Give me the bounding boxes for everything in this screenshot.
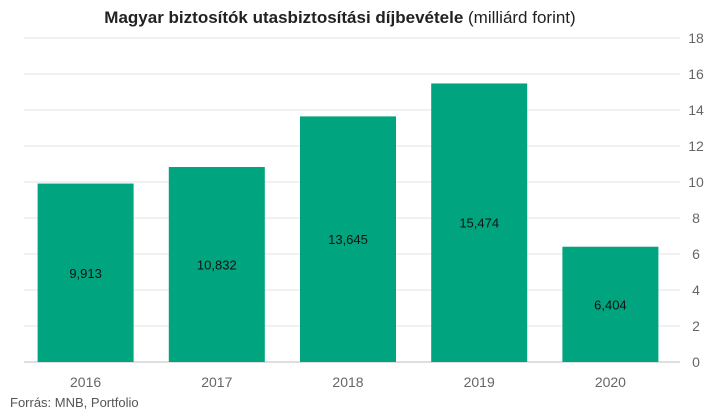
y-tick-label: 12 <box>688 138 704 154</box>
data-label-2019: 15,474 <box>459 216 499 231</box>
bar-2019 <box>431 83 528 362</box>
x-axis-ticks: 2016 2017 2018 2019 2020 <box>70 374 626 390</box>
y-axis-ticks: 0 2 4 6 8 10 12 14 16 18 <box>688 30 704 370</box>
y-tick-label: 10 <box>688 174 704 190</box>
data-label-2020: 6,404 <box>594 297 627 312</box>
y-tick-label: 14 <box>688 102 704 118</box>
y-tick-label: 2 <box>692 318 700 334</box>
y-tick-label: 0 <box>692 354 700 370</box>
bars <box>37 83 659 362</box>
data-label-2017: 10,832 <box>197 258 237 273</box>
y-tick-label: 8 <box>692 210 700 226</box>
source-note: Forrás: MNB, Portfolio <box>10 395 139 410</box>
x-tick-label: 2017 <box>201 374 232 390</box>
y-tick-label: 4 <box>692 282 700 298</box>
x-tick-label: 2018 <box>332 374 363 390</box>
bar-2018 <box>300 116 396 362</box>
data-label-2016: 9,913 <box>69 266 102 281</box>
bar-2017 <box>168 167 265 362</box>
x-tick-label: 2019 <box>464 374 495 390</box>
data-labels: 9,913 10,832 13,645 15,474 6,404 <box>69 216 626 313</box>
x-tick-label: 2016 <box>70 374 101 390</box>
chart-title-main: Magyar biztosítók utasbiztosítási díjbev… <box>104 8 464 27</box>
bar-2020 <box>562 246 659 362</box>
y-tick-label: 6 <box>692 246 700 262</box>
y-tick-label: 16 <box>688 66 704 82</box>
y-tick-label: 18 <box>688 30 704 46</box>
chart-title: Magyar biztosítók utasbiztosítási díjbev… <box>0 8 680 28</box>
x-tick-label: 2020 <box>595 374 626 390</box>
data-label-2018: 13,645 <box>328 232 368 247</box>
chart-title-unit: (milliárd forint) <box>468 8 576 27</box>
bar-2016 <box>37 183 134 362</box>
